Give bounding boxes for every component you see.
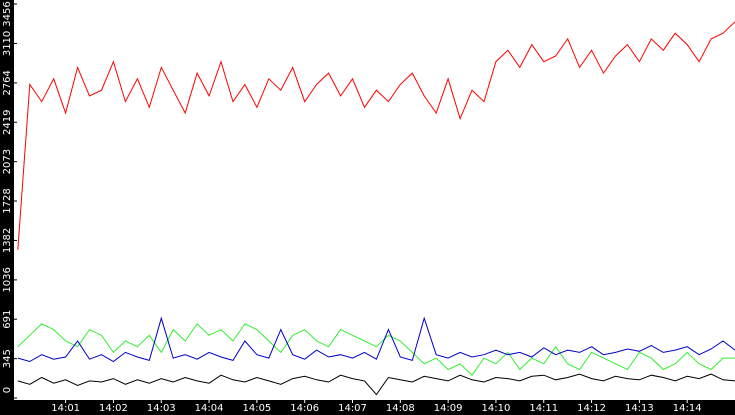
y-tick-label: 1382 — [2, 228, 13, 253]
x-tick-label: 14:05 — [242, 403, 271, 414]
series-line — [17, 373, 735, 396]
y-tick-label: 2764 — [2, 70, 13, 95]
y-tick-label: 3110 — [2, 31, 13, 56]
x-axis-strip — [0, 400, 735, 415]
x-tick-label: 14:06 — [290, 403, 319, 414]
y-tick-label: 0 — [2, 387, 13, 393]
series-line — [17, 21, 735, 250]
x-tick-label: 14:12 — [577, 403, 606, 414]
y-tick-label: 1036 — [2, 267, 13, 292]
x-tick-label: 14:10 — [482, 403, 511, 414]
x-tick-label: 14:11 — [529, 403, 558, 414]
y-axis-strip — [0, 0, 14, 415]
x-tick-label: 14:04 — [195, 403, 224, 414]
y-tick-label: 2419 — [2, 109, 13, 134]
y-tick-label: 3456 — [2, 1, 13, 26]
x-tick-label: 14:02 — [99, 403, 128, 414]
series-line — [17, 316, 735, 363]
x-tick-label: 14:09 — [434, 403, 463, 414]
x-tick-label: 14:03 — [147, 403, 176, 414]
series-line — [17, 323, 735, 376]
x-tick-label: 14:14 — [673, 403, 702, 414]
y-tick-label: 691 — [2, 310, 13, 329]
x-tick-label: 14:07 — [338, 403, 367, 414]
x-tick-label: 14:01 — [51, 403, 80, 414]
x-tick-label: 14:13 — [625, 403, 654, 414]
y-tick-label: 345 — [2, 349, 13, 368]
y-tick-label: 1728 — [2, 188, 13, 213]
y-tick-label: 2073 — [2, 149, 13, 174]
x-tick-label: 14:08 — [386, 403, 415, 414]
